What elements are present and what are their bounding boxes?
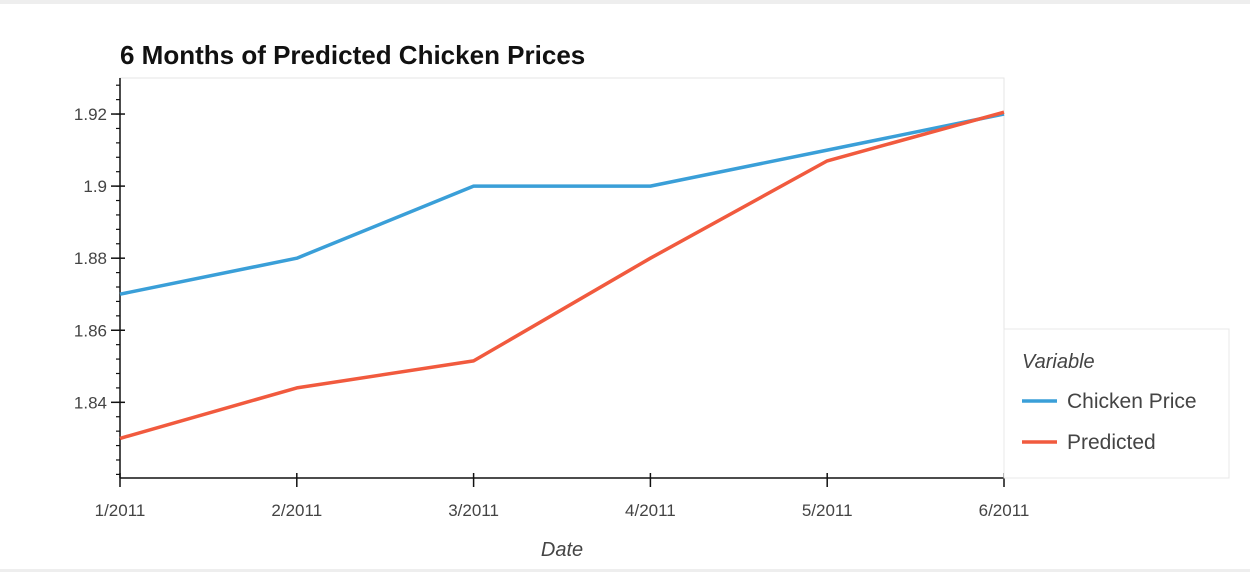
- x-tick-label: 3/2011: [448, 501, 499, 520]
- y-axis: 1.84 1.86 1.88 1.9 1.92: [74, 78, 125, 478]
- x-tick-label: 1/2011: [95, 501, 146, 520]
- chart-title: 6 Months of Predicted Chicken Prices: [120, 40, 585, 70]
- x-tick-label: 6/2011: [979, 501, 1030, 520]
- x-axis: 1/2011 2/2011 3/2011 4/2011 5/2011 6/2011: [95, 473, 1030, 520]
- plot-area: [119, 77, 1005, 479]
- series-layer: [119, 110, 1005, 441]
- legend-label: Predicted: [1067, 431, 1156, 454]
- y-tick-label: 1.84: [74, 393, 107, 412]
- x-tick-label: 2/2011: [271, 501, 322, 520]
- series-line-predicted: [119, 110, 1005, 441]
- chart-svg: 6 Months of Predicted Chicken Prices 1.8…: [74, 40, 1230, 561]
- y-tick-label: 1.86: [74, 321, 107, 340]
- legend-box: [1003, 328, 1230, 479]
- x-axis-label: Date: [541, 539, 583, 561]
- legend: Variable Chicken Price Predicted: [1003, 328, 1230, 479]
- y-tick-label: 1.9: [83, 177, 107, 196]
- y-tick-label: 1.92: [74, 105, 107, 124]
- x-tick-label: 5/2011: [802, 501, 853, 520]
- legend-label: Chicken Price: [1067, 390, 1197, 413]
- legend-items: Chicken Price Predicted: [1022, 390, 1197, 454]
- legend-title: Variable: [1022, 351, 1095, 373]
- y-tick-label: 1.88: [74, 249, 107, 268]
- x-tick-label: 4/2011: [625, 501, 676, 520]
- series-line-chicken-price: [119, 112, 1005, 296]
